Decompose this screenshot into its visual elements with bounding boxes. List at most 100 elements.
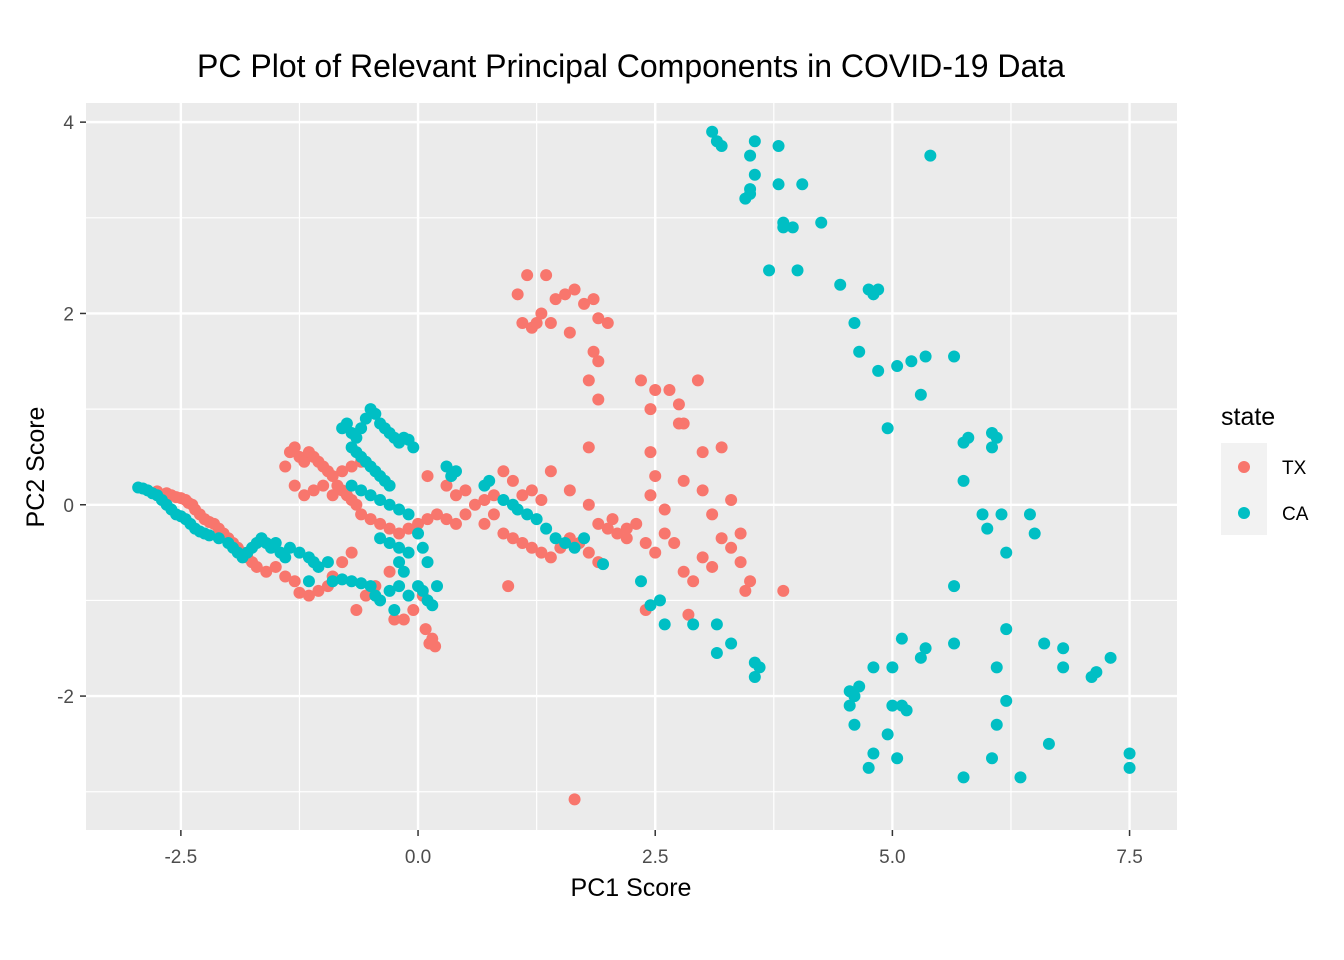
point-tx xyxy=(649,546,662,559)
point-ca xyxy=(431,580,444,593)
point-tx xyxy=(397,613,410,626)
point-tx xyxy=(506,532,519,545)
point-ca xyxy=(345,575,358,588)
y-tick-label: 2 xyxy=(63,304,74,325)
point-tx xyxy=(601,522,614,535)
point-ca xyxy=(355,577,368,590)
point-ca xyxy=(881,422,894,435)
point-ca xyxy=(1042,737,1055,750)
point-ca xyxy=(440,460,453,473)
point-tx xyxy=(355,508,368,521)
point-ca xyxy=(345,479,358,492)
point-ca xyxy=(900,704,913,717)
point-tx xyxy=(715,441,728,454)
point-tx xyxy=(497,465,510,478)
point-ca xyxy=(791,264,804,277)
point-ca xyxy=(374,532,387,545)
point-tx xyxy=(715,532,728,545)
point-ca xyxy=(891,752,904,765)
point-ca xyxy=(416,584,429,597)
point-tx xyxy=(630,517,643,530)
point-tx xyxy=(544,317,557,330)
point-ca xyxy=(388,603,401,616)
point-ca xyxy=(763,264,776,277)
point-ca xyxy=(867,661,880,674)
point-ca xyxy=(1104,651,1117,664)
point-ca xyxy=(886,661,899,674)
point-tx xyxy=(478,517,491,530)
point-ca xyxy=(995,508,1008,521)
point-tx xyxy=(578,297,591,310)
point-ca xyxy=(1014,771,1027,784)
point-ca xyxy=(355,422,368,435)
point-ca xyxy=(283,541,296,554)
point-tx xyxy=(419,623,432,636)
point-tx xyxy=(279,570,292,583)
point-ca xyxy=(990,431,1003,444)
point-ca xyxy=(1000,546,1013,559)
point-tx xyxy=(260,565,273,578)
x-axis-ticks: -2.5 0.0 2.5 5.0 7.5 xyxy=(164,830,1143,868)
point-ca xyxy=(867,747,880,760)
point-tx xyxy=(269,560,282,573)
point-ca xyxy=(568,541,581,554)
point-ca xyxy=(350,431,363,444)
point-ca xyxy=(924,149,937,162)
point-ca xyxy=(1000,623,1013,636)
point-ca xyxy=(407,441,420,454)
point-tx xyxy=(426,632,439,645)
point-tx xyxy=(293,586,306,599)
point-ca xyxy=(710,647,723,660)
y-tick-label: 4 xyxy=(63,113,74,134)
point-tx xyxy=(663,383,676,396)
point-tx xyxy=(402,522,415,535)
point-ca xyxy=(393,503,406,516)
point-tx xyxy=(634,374,647,387)
point-tx xyxy=(383,565,396,578)
point-tx xyxy=(336,465,349,478)
point-tx xyxy=(459,508,472,521)
point-tx xyxy=(606,513,619,526)
point-tx xyxy=(744,575,757,588)
point-ca xyxy=(1038,637,1051,650)
point-tx xyxy=(540,269,553,282)
point-ca xyxy=(725,637,738,650)
y-axis-ticks: -2 0 2 4 xyxy=(57,113,86,708)
point-tx xyxy=(706,508,719,521)
point-tx xyxy=(682,608,695,621)
point-tx xyxy=(440,479,453,492)
point-ca xyxy=(1090,666,1103,679)
point-ca xyxy=(364,580,377,593)
point-tx xyxy=(592,393,605,406)
point-tx xyxy=(516,537,529,550)
point-ca xyxy=(1057,661,1070,674)
point-tx xyxy=(279,460,292,473)
point-ca xyxy=(848,317,861,330)
legend-label-ca: CA xyxy=(1282,504,1309,525)
point-ca xyxy=(359,412,372,425)
x-tick-label: 7.5 xyxy=(1116,847,1142,868)
point-tx xyxy=(326,470,339,483)
point-ca xyxy=(895,632,908,645)
point-tx xyxy=(516,489,529,502)
point-tx xyxy=(312,584,325,597)
point-ca xyxy=(321,556,334,569)
point-ca xyxy=(374,493,387,506)
point-tx xyxy=(250,560,263,573)
point-ca xyxy=(772,140,785,153)
point-ca xyxy=(383,498,396,511)
point-tx xyxy=(592,517,605,530)
point-tx xyxy=(516,317,529,330)
legend: state TX CA xyxy=(1221,403,1309,535)
point-tx xyxy=(620,522,633,535)
point-ca xyxy=(886,699,899,712)
point-ca xyxy=(416,541,429,554)
point-ca xyxy=(990,718,1003,731)
point-ca xyxy=(981,522,994,535)
point-tx xyxy=(288,479,301,492)
point-ca xyxy=(483,474,496,487)
point-ca xyxy=(1123,747,1136,760)
point-ca xyxy=(549,532,562,545)
x-tick-label: 0.0 xyxy=(405,847,431,868)
point-tx xyxy=(298,489,311,502)
